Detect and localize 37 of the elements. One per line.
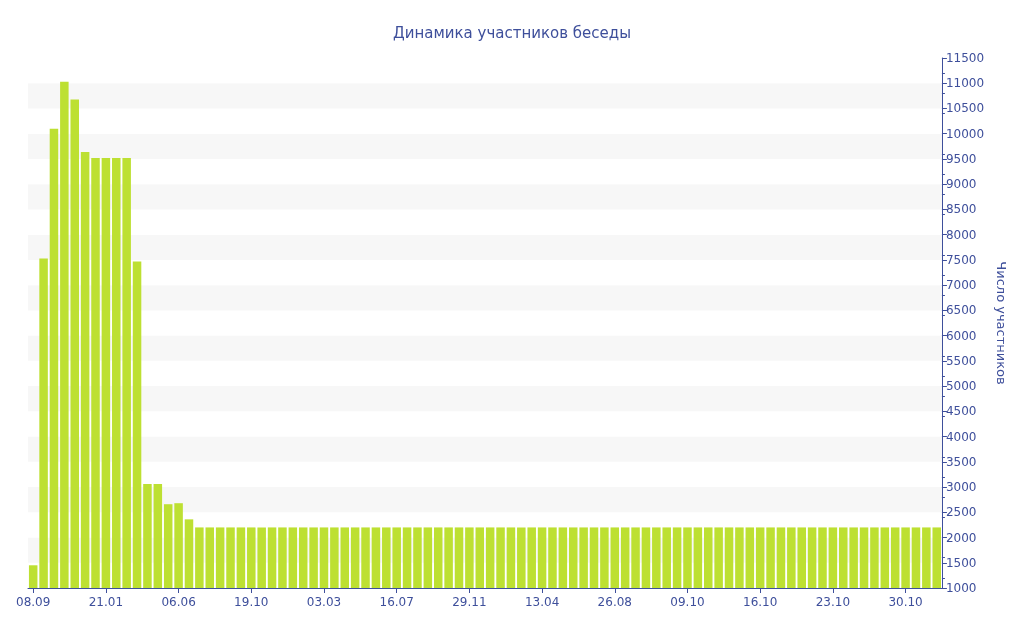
x-tick-label: 29.11 (452, 595, 487, 609)
x-tick-label: 23.10 (815, 595, 851, 609)
y-tick-label: 11500 (945, 51, 985, 65)
y-tick-label: 10000 (945, 126, 985, 141)
x-tick-label: 16.10 (743, 595, 778, 609)
y-tick-label: 9000 (945, 177, 977, 192)
x-tick-label: 03.03 (306, 595, 342, 609)
y-tick-label: 2500 (945, 505, 977, 520)
x-tick-label: 09.10 (670, 595, 705, 609)
y-axis-title: Число участников (994, 261, 1009, 385)
y-tick-label: 4000 (945, 429, 977, 444)
y-tick-label: 7500 (945, 252, 977, 267)
y-tick-label: 6000 (945, 328, 977, 343)
x-tick-label: 06.06 (161, 595, 196, 609)
chart-title: Динамика участников беседы (392, 23, 632, 42)
x-tick-label: 26.08 (597, 595, 632, 609)
y-tick-label: 8000 (945, 227, 977, 242)
y-tick-label: 5000 (945, 379, 977, 394)
y-tick-label: 1500 (945, 555, 977, 570)
x-tick-label: 30.10 (888, 595, 923, 609)
y-tick-label: 4500 (945, 404, 977, 419)
y-tick-label: 7000 (945, 278, 977, 293)
x-tick-label: 08.09 (16, 595, 51, 609)
y-tick-label: 11000 (945, 76, 985, 91)
y-tick-label: 10500 (945, 101, 985, 116)
y-tick-label: 9500 (945, 151, 977, 166)
x-tick-label: 16.07 (379, 595, 414, 609)
y-tick-label: 2000 (945, 530, 977, 545)
y-tick-label: 5500 (945, 353, 977, 368)
y-tick-label: 8500 (945, 202, 977, 217)
y-tick-label: 6500 (945, 303, 977, 318)
y-tick-label: 3500 (945, 454, 977, 469)
y-tick-label: 1000 (945, 581, 977, 595)
x-tick-label: 13.04 (524, 595, 560, 609)
y-tick-label: 3000 (945, 480, 977, 495)
x-tick-label: 19.10 (234, 595, 269, 609)
x-tick-label: 21.01 (88, 595, 124, 609)
